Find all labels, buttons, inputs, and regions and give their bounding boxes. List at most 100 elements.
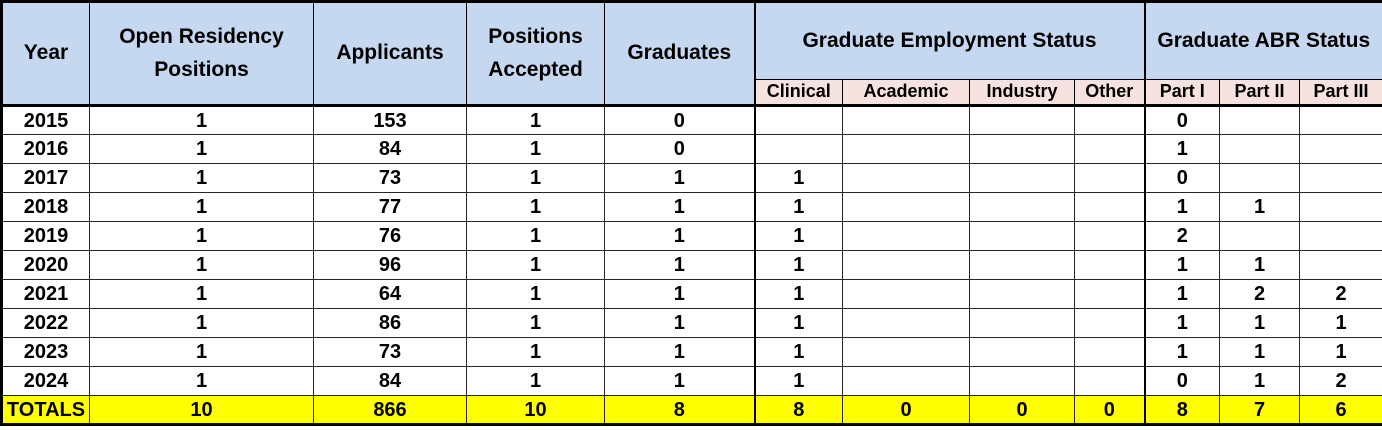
- data-cell: [1074, 163, 1145, 193]
- year-cell: 2018: [1, 192, 90, 222]
- col-header-applicants: Applicants: [313, 1, 467, 107]
- data-cell: 84: [313, 134, 467, 164]
- data-cell: 1: [604, 366, 755, 396]
- data-cell: [842, 250, 970, 280]
- data-cell: [1074, 366, 1145, 396]
- data-cell: [1219, 134, 1300, 164]
- data-cell: 0: [604, 105, 755, 135]
- data-cell: 64: [313, 279, 467, 309]
- data-cell: [1219, 221, 1300, 251]
- data-cell: [969, 308, 1075, 338]
- year-row-2022: 2022 1 86 1 1 1 1 1 1: [1, 308, 1382, 338]
- data-cell: 1: [1143, 308, 1220, 338]
- data-cell: 2: [1143, 221, 1220, 251]
- totals-value-cell: 8: [753, 395, 843, 425]
- data-cell: [1298, 250, 1382, 280]
- data-cell: 1: [89, 221, 314, 251]
- data-cell: [842, 163, 970, 193]
- data-cell: 1: [753, 337, 843, 367]
- data-cell: 1: [753, 250, 843, 280]
- group-header-employment-status: Graduate Employment Status: [753, 1, 1145, 80]
- table-body: 2015 1 153 1 0 0 2016 1 84 1 0 1 2017 1 73 1 1 1 0 2018 1 77 1…: [1, 105, 1382, 425]
- data-cell: 76: [313, 221, 467, 251]
- data-cell: 1: [89, 134, 314, 164]
- data-cell: 86: [313, 308, 467, 338]
- data-cell: 1: [466, 221, 605, 251]
- totals-value-cell: 0: [969, 395, 1075, 425]
- data-cell: 1: [753, 221, 843, 251]
- year-cell: 2015: [1, 105, 90, 135]
- data-cell: [842, 366, 970, 396]
- data-cell: 1: [89, 337, 314, 367]
- data-cell: 1: [1143, 279, 1220, 309]
- col-header-academic: Academic: [842, 79, 970, 107]
- data-cell: [753, 134, 843, 164]
- data-cell: 1: [466, 163, 605, 193]
- totals-value-cell: 10: [89, 395, 314, 425]
- data-cell: [842, 221, 970, 251]
- totals-value-cell: 8: [1143, 395, 1220, 425]
- data-cell: 1: [604, 308, 755, 338]
- data-cell: [842, 192, 970, 222]
- year-row-2016: 2016 1 84 1 0 1: [1, 134, 1382, 164]
- data-cell: [969, 366, 1075, 396]
- col-header-positions-accepted: Positions Accepted: [466, 1, 605, 107]
- data-cell: 1: [466, 105, 605, 135]
- data-cell: 1: [1143, 250, 1220, 280]
- data-cell: [969, 163, 1075, 193]
- data-cell: 1: [89, 279, 314, 309]
- year-cell: 2022: [1, 308, 90, 338]
- col-header-part-iii: Part III: [1298, 79, 1382, 107]
- data-cell: 1: [604, 221, 755, 251]
- year-cell: 2017: [1, 163, 90, 193]
- totals-row: TOTALS 10 866 10 8 8 0 0 0 8 7 6: [1, 395, 1382, 425]
- year-row-2015: 2015 1 153 1 0 0: [1, 105, 1382, 135]
- data-cell: 77: [313, 192, 467, 222]
- data-cell: 0: [604, 134, 755, 164]
- data-cell: [842, 279, 970, 309]
- year-row-2019: 2019 1 76 1 1 1 2: [1, 221, 1382, 251]
- data-cell: [1074, 134, 1145, 164]
- col-header-open-residency-positions: Open Residency Positions: [89, 1, 314, 107]
- data-cell: 73: [313, 163, 467, 193]
- data-cell: [842, 134, 970, 164]
- data-cell: [1298, 221, 1382, 251]
- header-sub-row: Clinical Academic Industry Other Part I …: [2, 79, 1382, 107]
- data-cell: 153: [313, 105, 467, 135]
- data-cell: 1: [604, 279, 755, 309]
- data-cell: 1: [753, 279, 843, 309]
- data-cell: [1298, 192, 1382, 222]
- data-cell: [1298, 105, 1382, 135]
- data-cell: 1: [604, 337, 755, 367]
- data-cell: [1074, 192, 1145, 222]
- data-cell: 1: [466, 250, 605, 280]
- data-cell: 1: [466, 192, 605, 222]
- col-header-part-ii: Part II: [1219, 79, 1300, 107]
- data-cell: 1: [89, 105, 314, 135]
- data-cell: 1: [604, 163, 755, 193]
- data-cell: 0: [1143, 366, 1220, 396]
- col-header-industry: Industry: [969, 79, 1075, 107]
- data-cell: 1: [1219, 337, 1300, 367]
- data-cell: 73: [313, 337, 467, 367]
- data-cell: 1: [89, 366, 314, 396]
- data-cell: 1: [1143, 337, 1220, 367]
- year-row-2024: 2024 1 84 1 1 1 0 1 2: [1, 366, 1382, 396]
- data-cell: [842, 308, 970, 338]
- data-cell: 1: [466, 337, 605, 367]
- data-cell: 2: [1298, 279, 1382, 309]
- data-cell: 1: [604, 192, 755, 222]
- data-cell: 1: [1219, 192, 1300, 222]
- data-cell: 84: [313, 366, 467, 396]
- data-cell: [969, 337, 1075, 367]
- data-cell: [969, 221, 1075, 251]
- data-cell: 1: [753, 163, 843, 193]
- data-cell: 1: [89, 250, 314, 280]
- year-cell: 2016: [1, 134, 90, 164]
- data-cell: 1: [89, 163, 314, 193]
- data-cell: [1074, 105, 1145, 135]
- data-cell: [969, 192, 1075, 222]
- col-header-clinical: Clinical: [753, 79, 843, 107]
